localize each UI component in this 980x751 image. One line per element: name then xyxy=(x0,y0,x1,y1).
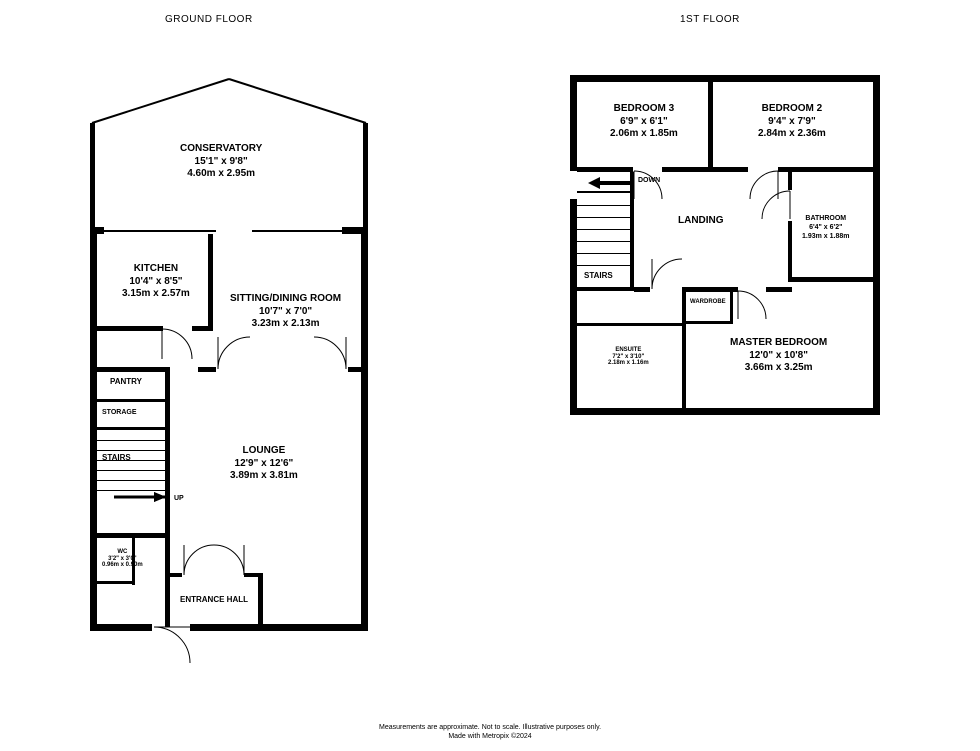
ground-stairs xyxy=(97,430,165,500)
kitchen-door xyxy=(160,327,194,361)
first-floor-title: 1ST FLOOR xyxy=(680,14,740,25)
bedroom2-label: BEDROOM 2 9'4" x 7'9" 2.84m x 2.36m xyxy=(758,103,826,141)
pantry-label: PANTRY xyxy=(110,377,142,387)
kitchen-label: KITCHEN 10'4" x 8'5" 3.15m x 2.57m xyxy=(122,263,190,301)
down-arrow xyxy=(588,177,634,189)
bed2-door xyxy=(748,169,780,201)
front-door xyxy=(152,623,192,663)
first-floor-plan: BEDROOM 3 6'9" x 6'1" 2.06m x 1.85m BEDR… xyxy=(570,75,880,425)
wc-label: WC 3'2" x 3'0" 0.96m x 0.90m xyxy=(102,549,143,569)
entrance-hall-label: ENTRANCE HALL xyxy=(180,595,248,605)
entrance-lounge-door xyxy=(182,541,246,577)
sitting-door-left xyxy=(216,335,252,371)
ground-floor-plan: CONSERVATORY 15'1" x 9'8" 4.60m x 2.95m … xyxy=(90,75,370,645)
disclaimer: Measurements are approximate. Not to sca… xyxy=(0,723,980,741)
lounge-label: LOUNGE 12'9" x 12'6" 3.89m x 3.81m xyxy=(230,445,298,483)
ground-stairs-label: STAIRS xyxy=(102,453,131,463)
ground-floor-title: GROUND FLOOR xyxy=(165,14,253,25)
storage-label: STORAGE xyxy=(102,409,137,418)
bedroom3-label: BEDROOM 3 6'9" x 6'1" 2.06m x 1.85m xyxy=(610,103,678,141)
sitting-dining-label: SITTING/DINING ROOM 10'7" x 7'0" 3.23m x… xyxy=(230,293,341,331)
wardrobe-door xyxy=(736,289,768,321)
landing-master-door xyxy=(650,257,684,291)
ensuite-label: ENSUITE 7'2" x 3'10" 2.18m x 1.16m xyxy=(608,347,649,367)
conservatory-roof xyxy=(90,75,368,125)
master-bedroom-label: MASTER BEDROOM 12'0" x 10'8" 3.66m x 3.2… xyxy=(730,337,827,375)
sitting-door-right xyxy=(312,335,348,371)
wardrobe-label: WARDROBE xyxy=(690,299,726,306)
bed3-door xyxy=(632,169,664,201)
up-arrow xyxy=(106,491,168,503)
conservatory-label: CONSERVATORY 15'1" x 9'8" 4.60m x 2.95m xyxy=(180,143,262,181)
first-stairs-label: STAIRS xyxy=(584,271,613,281)
up-label: UP xyxy=(174,495,184,504)
landing-label: LANDING xyxy=(678,215,724,228)
bathroom-label: BATHROOM 6'4" x 6'2" 1.93m x 1.88m xyxy=(802,215,849,241)
